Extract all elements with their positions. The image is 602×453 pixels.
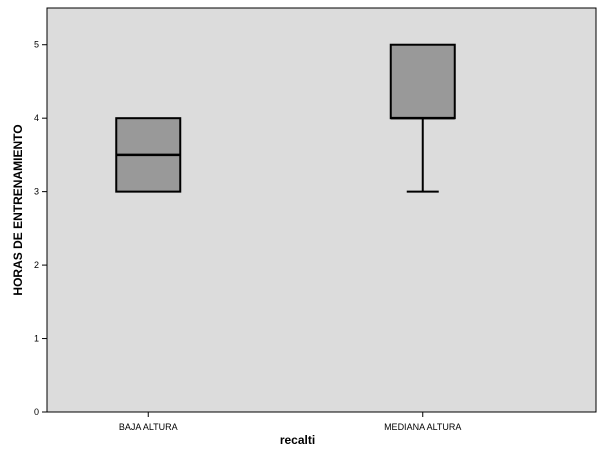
box-series xyxy=(115,43,456,193)
y-axis-title: HORAS DE ENTRENAMIENTO xyxy=(11,124,25,295)
x-tick-label: BAJA ALTURA xyxy=(119,422,178,432)
y-tick-label: 3 xyxy=(34,187,39,197)
box-group xyxy=(115,117,182,193)
x-axis-title: recalti xyxy=(280,433,315,447)
y-axis-ticks: 0 1 2 3 4 5 xyxy=(34,40,47,417)
iqr-box xyxy=(389,43,456,120)
x-axis-ticks: BAJA ALTURA MEDIANA ALTURA xyxy=(119,412,461,432)
y-tick-label: 2 xyxy=(34,260,39,270)
box-group xyxy=(389,43,456,193)
y-tick-label: 1 xyxy=(34,334,39,344)
y-tick-label: 4 xyxy=(34,113,39,123)
y-tick-label: 5 xyxy=(34,40,39,50)
plot-area xyxy=(46,7,597,413)
x-tick-label: MEDIANA ALTURA xyxy=(384,422,461,432)
y-tick-label: 0 xyxy=(34,407,39,417)
